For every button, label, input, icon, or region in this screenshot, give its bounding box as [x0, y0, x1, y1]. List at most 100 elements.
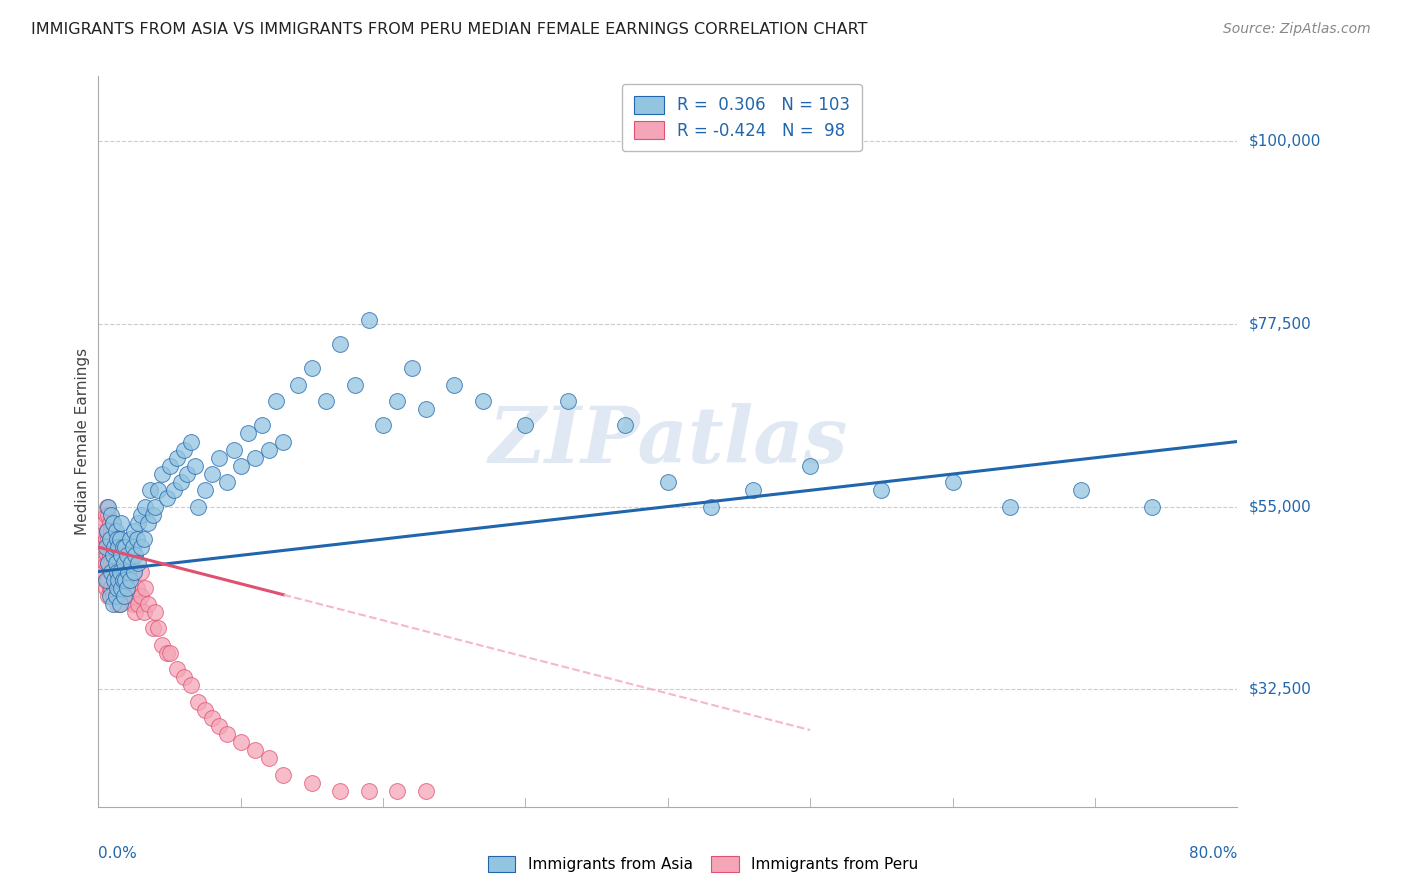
Point	[301, 361, 323, 376]
Point	[236, 426, 259, 441]
Point	[266, 393, 288, 408]
Point	[136, 597, 159, 611]
Text: $77,500: $77,500	[1249, 316, 1312, 331]
Point	[110, 549, 132, 563]
Point	[387, 393, 409, 408]
Point	[108, 565, 131, 579]
Point	[97, 532, 120, 546]
Point	[329, 337, 352, 351]
Point	[215, 727, 238, 741]
Point	[97, 557, 120, 571]
Text: $100,000: $100,000	[1249, 133, 1320, 148]
Point	[93, 565, 115, 579]
Point	[122, 524, 145, 538]
Point	[166, 662, 188, 676]
Text: 80.0%: 80.0%	[1189, 847, 1237, 861]
Point	[187, 695, 209, 709]
Point	[97, 508, 120, 522]
Point	[112, 589, 135, 603]
Point	[108, 597, 131, 611]
Point	[103, 524, 125, 538]
Point	[557, 393, 579, 408]
Point	[98, 532, 121, 546]
Point	[243, 743, 266, 757]
Point	[112, 565, 135, 579]
Point	[105, 573, 128, 587]
Point	[104, 589, 127, 603]
Point	[125, 581, 148, 595]
Point	[108, 532, 131, 546]
Point	[148, 483, 170, 498]
Point	[166, 450, 188, 465]
Point	[129, 508, 152, 522]
Point	[122, 565, 145, 579]
Point	[96, 549, 118, 563]
Point	[118, 589, 141, 603]
Point	[96, 524, 118, 538]
Point	[134, 581, 156, 595]
Legend: Immigrants from Asia, Immigrants from Peru: Immigrants from Asia, Immigrants from Pe…	[481, 848, 925, 880]
Point	[93, 516, 115, 530]
Point	[357, 784, 380, 798]
Point	[373, 418, 395, 433]
Point	[343, 377, 366, 392]
Point	[614, 418, 637, 433]
Point	[229, 458, 252, 473]
Point	[111, 540, 134, 554]
Point	[387, 784, 409, 798]
Point	[201, 467, 224, 481]
Point	[273, 768, 295, 782]
Point	[287, 377, 309, 392]
Point	[118, 532, 141, 546]
Point	[173, 442, 195, 457]
Point	[122, 589, 145, 603]
Point	[145, 500, 167, 514]
Point	[301, 776, 323, 790]
Point	[156, 491, 179, 506]
Point	[415, 784, 437, 798]
Point	[111, 581, 134, 595]
Point	[152, 638, 174, 652]
Point	[91, 557, 114, 571]
Point	[110, 516, 132, 530]
Point	[98, 565, 121, 579]
Point	[98, 589, 121, 603]
Point	[96, 524, 118, 538]
Point	[315, 393, 337, 408]
Point	[132, 605, 155, 619]
Point	[156, 646, 179, 660]
Point	[107, 549, 129, 563]
Point	[98, 549, 121, 563]
Point	[105, 532, 128, 546]
Point	[159, 458, 181, 473]
Point	[163, 483, 186, 498]
Point	[415, 402, 437, 417]
Point	[101, 597, 124, 611]
Point	[136, 516, 159, 530]
Point	[1070, 483, 1092, 498]
Text: Source: ZipAtlas.com: Source: ZipAtlas.com	[1223, 22, 1371, 37]
Point	[120, 581, 142, 595]
Point	[104, 589, 127, 603]
Point	[145, 605, 167, 619]
Point	[101, 565, 124, 579]
Point	[103, 557, 125, 571]
Point	[208, 450, 231, 465]
Text: $55,000: $55,000	[1249, 499, 1312, 514]
Point	[98, 516, 121, 530]
Point	[215, 475, 238, 490]
Point	[120, 557, 142, 571]
Point	[103, 581, 125, 595]
Point	[97, 573, 120, 587]
Point	[121, 540, 143, 554]
Point	[194, 483, 217, 498]
Point	[103, 540, 125, 554]
Point	[108, 597, 131, 611]
Point	[118, 573, 141, 587]
Point	[91, 524, 114, 538]
Point	[127, 557, 149, 571]
Point	[100, 524, 122, 538]
Point	[98, 581, 121, 595]
Point	[100, 557, 122, 571]
Point	[201, 711, 224, 725]
